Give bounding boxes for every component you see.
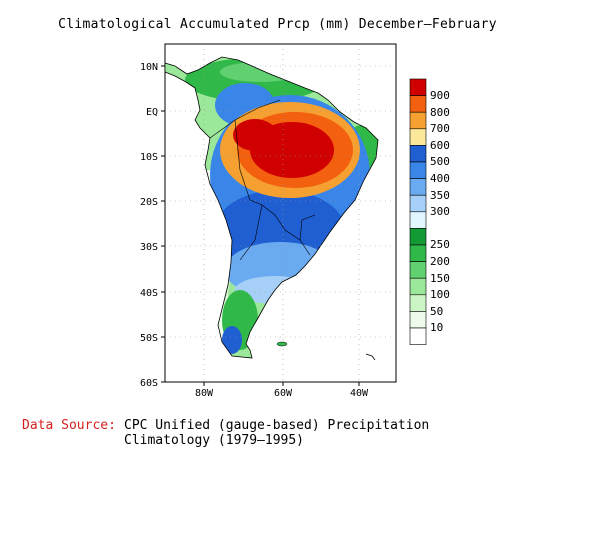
lat-tick-label: 20S: [140, 197, 158, 208]
legend-swatch: [409, 95, 427, 113]
legend-label: 700: [430, 122, 450, 136]
legend-label: 400: [430, 172, 450, 185]
legend-label: 250: [430, 238, 450, 252]
legend-swatch: [409, 194, 427, 213]
legend-swatch: [409, 78, 427, 96]
legend-swatch: [409, 111, 427, 130]
falklands: [276, 341, 288, 347]
legend-label: 300: [430, 205, 450, 219]
graticule: [165, 44, 396, 382]
legend-label: 100: [430, 288, 450, 302]
lat-tick-label: EQ: [146, 107, 158, 118]
legend-swatch: [409, 261, 427, 279]
legend-label: 800: [430, 105, 450, 119]
legend-swatch: [409, 145, 427, 163]
legend-swatch: [409, 228, 427, 246]
legend-swatch: [409, 277, 427, 296]
legend-swatch: [409, 294, 427, 312]
legend-label: 200: [430, 255, 450, 268]
legend-label: 900: [430, 89, 450, 102]
legend-label: 10: [430, 321, 444, 335]
island: [365, 353, 376, 361]
lon-tick-label: 80W: [195, 388, 214, 399]
lat-tick-label: 40S: [140, 288, 158, 299]
legend-swatch: [409, 244, 427, 262]
legend: [409, 78, 427, 345]
lon-tick-label: 40W: [350, 388, 369, 399]
legend-swatch: [409, 211, 427, 229]
lon-tick-label: 60W: [274, 388, 293, 399]
lat-tick-label: 10S: [140, 152, 158, 163]
legend-swatch: [409, 311, 427, 329]
lat-tick-label: 10N: [140, 62, 158, 73]
lat-tick-label: 50S: [140, 333, 158, 344]
legend-label: 350: [430, 188, 450, 202]
legend-label: 150: [430, 271, 450, 285]
country-borders: [209, 99, 316, 261]
legend-swatch: [409, 178, 427, 196]
legend-swatch: [409, 161, 427, 179]
lat-tick-label: 30S: [140, 242, 158, 253]
lat-tick-label: 60S: [140, 378, 158, 389]
data-source-text: CPC Unified (gauge-based) Precipitation …: [124, 418, 430, 448]
data-source-label: Data Source:: [22, 418, 116, 433]
legend-label: 500: [430, 155, 450, 169]
axis-ticks: 10N EQ 10S 20S 30S 40S 50S 60S 80W 60W 40W: [140, 62, 369, 399]
legend-label: 50: [430, 304, 444, 318]
legend-swatch: [409, 327, 427, 345]
legend-label: 600: [430, 138, 450, 152]
legend-swatch: [409, 128, 427, 146]
map-title: Climatological Accumulated Prcp (mm) Dec…: [58, 17, 497, 32]
